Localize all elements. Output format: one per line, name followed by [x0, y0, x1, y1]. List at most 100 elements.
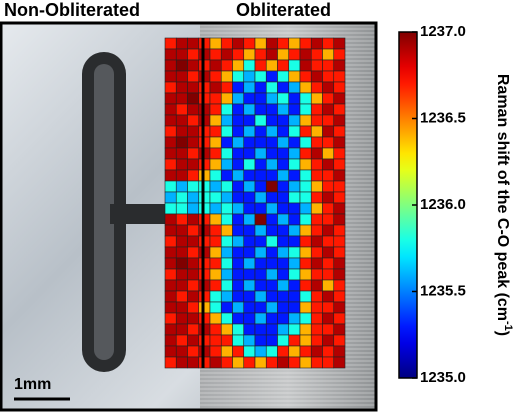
heatmap-cell [220, 114, 233, 127]
heatmap-cell [175, 356, 188, 369]
heatmap-cell [164, 180, 177, 193]
heatmap-cell [220, 70, 233, 83]
heatmap-cell [310, 213, 323, 226]
colorbar-tick-label: 1236.0 [420, 196, 466, 213]
heatmap-cell [220, 92, 233, 105]
heatmap-cell [254, 301, 267, 314]
heatmap-cell [299, 356, 312, 369]
heatmap-cell [288, 235, 301, 248]
heatmap-cell [277, 180, 290, 193]
heatmap-cell [243, 191, 256, 204]
heatmap-cell [187, 158, 200, 171]
heatmap-cell [288, 334, 301, 347]
heatmap-cell [322, 268, 335, 281]
heatmap-cell [277, 147, 290, 160]
heatmap-cell [265, 301, 278, 314]
heatmap-cell [322, 125, 335, 138]
heatmap-cell [232, 224, 245, 237]
heatmap-cell [209, 246, 222, 259]
heatmap-cell [322, 103, 335, 116]
heatmap-cell [288, 37, 301, 50]
heatmap-cell [299, 147, 312, 160]
heatmap-cell [333, 202, 346, 215]
heatmap-cell [265, 356, 278, 369]
heatmap-cell [265, 92, 278, 105]
colorbar-tick-label: 1236.5 [420, 109, 466, 126]
heatmap-cell [164, 136, 177, 149]
heatmap-cell [175, 224, 188, 237]
heatmap-cell [243, 235, 256, 248]
heatmap-cell [310, 103, 323, 116]
heatmap-cell [187, 268, 200, 281]
heatmap-cell [220, 301, 233, 314]
heatmap-cell [310, 92, 323, 105]
heatmap-cell [299, 345, 312, 358]
heatmap-cell [175, 301, 188, 314]
heatmap-cell [232, 235, 245, 248]
colorbar-tick-label: 1235.0 [420, 369, 466, 386]
heatmap-cell [322, 235, 335, 248]
heatmap-cell [175, 136, 188, 149]
heatmap-cell [209, 114, 222, 127]
heatmap-cell [209, 323, 222, 336]
heatmap-cell [310, 114, 323, 127]
heatmap-cell [265, 334, 278, 347]
heatmap-cell [209, 136, 222, 149]
heatmap-cell [299, 114, 312, 127]
heatmap-cell [322, 48, 335, 61]
heatmap-cell [209, 312, 222, 325]
heatmap-cell [220, 125, 233, 138]
heatmap-cell [265, 224, 278, 237]
heatmap-cell [209, 290, 222, 303]
heatmap-cell [288, 81, 301, 94]
heatmap-cell [220, 169, 233, 182]
heatmap-cell [220, 147, 233, 160]
heatmap-cell [254, 114, 267, 127]
heatmap-cell [277, 279, 290, 292]
heatmap-cell [322, 158, 335, 171]
heatmap-cell [164, 235, 177, 248]
heatmap-cell [288, 257, 301, 270]
heatmap-cell [232, 323, 245, 336]
heatmap-cell [265, 191, 278, 204]
heatmap-cell [243, 268, 256, 281]
heatmap-cell [175, 59, 188, 72]
heatmap-cell [254, 323, 267, 336]
heatmap-cell [277, 356, 290, 369]
heatmap-cell [209, 356, 222, 369]
heatmap-cell [243, 301, 256, 314]
heatmap-cell [254, 59, 267, 72]
heatmap-cell [322, 180, 335, 193]
heatmap-cell [243, 48, 256, 61]
heatmap-cell [187, 213, 200, 226]
heatmap-cell [254, 81, 267, 94]
heatmap-cell [209, 235, 222, 248]
heatmap-cell [277, 334, 290, 347]
heatmap-cell [277, 202, 290, 215]
heatmap-cell [243, 279, 256, 292]
heatmap-cell [299, 246, 312, 259]
heatmap-cell [209, 213, 222, 226]
heatmap-cell [265, 37, 278, 50]
heatmap-cell [288, 224, 301, 237]
heatmap-cell [232, 125, 245, 138]
heatmap-cell [175, 169, 188, 182]
heatmap-cell [333, 180, 346, 193]
heatmap-cell [175, 323, 188, 336]
heatmap-cell [333, 147, 346, 160]
heatmap-cell [333, 114, 346, 127]
heatmap-cell [254, 92, 267, 105]
title-left: Non-Obliterated [4, 0, 140, 20]
heatmap-cell [232, 158, 245, 171]
heatmap-cell [209, 48, 222, 61]
colorbar-label: Raman shift of the C-O peak (cm-1) [494, 74, 514, 336]
heatmap-cell [333, 268, 346, 281]
heatmap-cell [209, 180, 222, 193]
heatmap-cell [322, 92, 335, 105]
heatmap-cell [299, 136, 312, 149]
heatmap-cell [243, 169, 256, 182]
heatmap-cell [209, 147, 222, 160]
heatmap-cell [254, 224, 267, 237]
heatmap-cell [243, 257, 256, 270]
heatmap-cell [310, 81, 323, 94]
